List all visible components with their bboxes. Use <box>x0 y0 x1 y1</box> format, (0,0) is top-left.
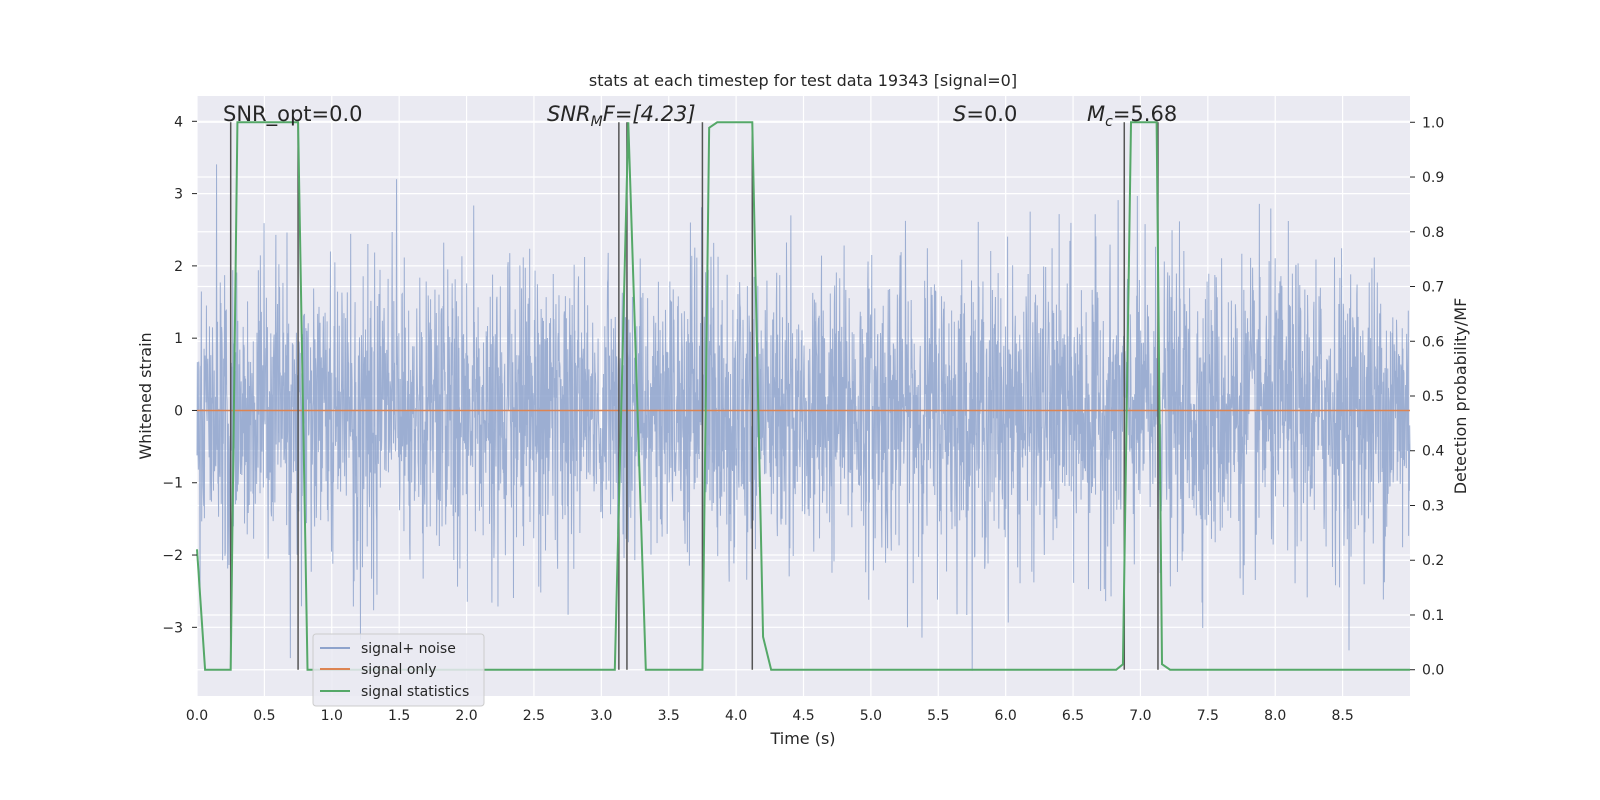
y-ticks-left: −3 −2 −1 0 1 2 3 4 <box>162 114 197 636</box>
legend-label-noise: signal+ noise <box>361 641 456 657</box>
x-tick-label: 1.5 <box>388 708 410 724</box>
x-tick-label: 8.5 <box>1331 708 1353 724</box>
x-tick-label: 4.0 <box>725 708 747 724</box>
x-tick-label: 0.5 <box>253 708 275 724</box>
y-tick-label: −3 <box>162 620 183 636</box>
y-right-tick-label: 0.8 <box>1422 225 1444 241</box>
y-tick-label: 0 <box>174 403 183 419</box>
x-tick-label: 0.0 <box>186 708 208 724</box>
x-tick-label: 7.5 <box>1197 708 1219 724</box>
annotation-mc: Mc=5.68 <box>1087 102 1177 130</box>
x-tick-label: 7.0 <box>1129 708 1151 724</box>
x-tick-label: 2.5 <box>523 708 545 724</box>
legend-label-stats: signal statistics <box>361 684 469 700</box>
signal-statistics-path <box>196 121 1410 671</box>
y-right-tick-label: 0.0 <box>1422 663 1444 679</box>
noise-path <box>196 164 1411 671</box>
signal-noise-trace <box>196 164 1411 671</box>
annotation-snr-opt: SNR_opt=0.0 <box>223 102 363 127</box>
y-right-tick-label: 0.7 <box>1422 280 1444 296</box>
legend: signal+ noise signal only signal statist… <box>312 633 485 707</box>
y-tick-label: −2 <box>162 548 183 564</box>
legend-box <box>312 633 485 707</box>
y-tick-label: −1 <box>162 476 183 492</box>
chart-title: stats at each timestep for test data 193… <box>589 71 1017 90</box>
x-ticks: 0.0 0.5 1.0 1.5 2.0 2.5 3.0 3.5 4.0 4.5 5.0 5.5 6.0 6… <box>186 708 1354 724</box>
y-right-tick-label: 0.9 <box>1422 170 1444 186</box>
x-axis-label: Time (s) <box>769 729 835 748</box>
y-tick-label: 4 <box>174 114 183 130</box>
y-tick-label: 3 <box>174 187 183 203</box>
y-right-tick-label: 0.2 <box>1422 553 1444 569</box>
y-ticks-right: 0.0 0.1 0.2 0.3 0.4 0.5 0.6 0.7 0.8 0.9 1.0 <box>1410 115 1444 679</box>
y-right-tick-label: 0.3 <box>1422 498 1444 514</box>
x-tick-label: 8.0 <box>1264 708 1286 724</box>
annotation-snr-mf: SNRMF=[4.23] <box>547 102 696 130</box>
x-tick-label: 2.0 <box>455 708 477 724</box>
y-right-tick-label: 1.0 <box>1422 115 1444 131</box>
x-tick-label: 4.5 <box>792 708 814 724</box>
x-tick-label: 3.0 <box>590 708 612 724</box>
y-right-tick-label: 0.1 <box>1422 608 1444 624</box>
y-tick-label: 1 <box>174 331 183 347</box>
y-axis-label-right: Detection probability/MF <box>1451 298 1470 495</box>
y-tick-label: 2 <box>174 259 183 275</box>
x-tick-label: 3.5 <box>658 708 680 724</box>
y-axis-label: Whitened strain <box>136 332 155 459</box>
x-tick-label: 1.0 <box>321 708 343 724</box>
x-tick-label: 6.0 <box>995 708 1017 724</box>
y-right-tick-label: 0.5 <box>1422 389 1444 405</box>
y-right-tick-label: 0.4 <box>1422 444 1444 460</box>
x-tick-label: 5.5 <box>927 708 949 724</box>
y-right-tick-label: 0.6 <box>1422 334 1444 350</box>
signal-statistics-line <box>196 121 1410 671</box>
annotation-s: S=0.0 <box>953 102 1017 126</box>
x-tick-label: 5.0 <box>860 708 882 724</box>
legend-label-signal: signal only <box>361 662 436 678</box>
x-tick-label: 6.5 <box>1062 708 1084 724</box>
